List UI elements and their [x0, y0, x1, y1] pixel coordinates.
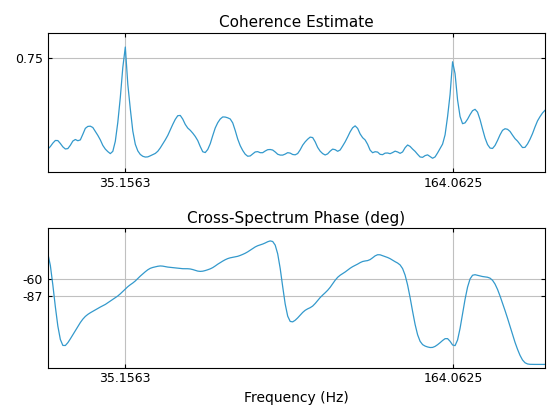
X-axis label: Frequency (Hz): Frequency (Hz)	[244, 391, 349, 405]
Title: Cross-Spectrum Phase (deg): Cross-Spectrum Phase (deg)	[188, 211, 405, 226]
Title: Coherence Estimate: Coherence Estimate	[219, 15, 374, 30]
